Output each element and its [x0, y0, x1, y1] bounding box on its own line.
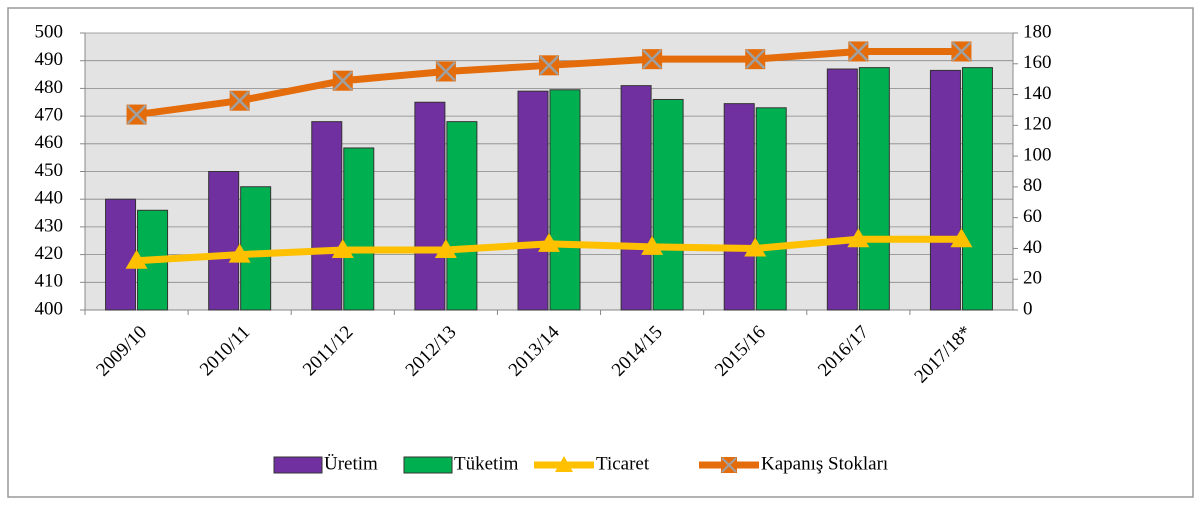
- bar: [961, 67, 993, 311]
- marker-cross: [229, 90, 250, 111]
- line-marker: [744, 237, 767, 257]
- line-marker: [539, 55, 559, 76]
- y2-tick-label: 160: [1023, 52, 1052, 73]
- marker-cross: [539, 55, 559, 76]
- bar: [311, 121, 343, 311]
- legend-label: Tüketim: [454, 453, 519, 474]
- marker-cross: [642, 49, 662, 70]
- line-marker: [538, 232, 560, 252]
- line-marker: [745, 49, 766, 70]
- legend-label: Ticaret: [596, 453, 650, 474]
- y-tick-label: 450: [35, 160, 64, 181]
- legend-item: Tüketim: [403, 453, 519, 474]
- y-tick-label: 480: [35, 77, 64, 98]
- bar: [826, 68, 858, 311]
- y2-tick-label: 40: [1023, 237, 1042, 258]
- legend-item: Ticaret: [534, 453, 650, 474]
- bar: [549, 89, 581, 311]
- line-marker: [642, 49, 663, 70]
- line-marker: [331, 238, 354, 258]
- bar: [652, 98, 684, 311]
- y2-tick-label: 0: [1023, 298, 1033, 319]
- line-marker: [126, 104, 147, 125]
- line-marker: [847, 228, 870, 248]
- y-tick-label: 500: [35, 21, 64, 42]
- line-marker: [434, 238, 457, 258]
- y-tick-label: 410: [35, 271, 64, 292]
- line-marker: [951, 41, 972, 62]
- y2-tick-label: 140: [1023, 83, 1052, 104]
- y-tick-label: 420: [35, 243, 64, 264]
- y2-tick-label: 60: [1023, 206, 1042, 227]
- y-tick-label: 430: [35, 215, 64, 236]
- marker-cross: [745, 49, 766, 70]
- y-tick-label: 400: [35, 298, 64, 319]
- legend-swatch: [273, 456, 323, 474]
- bar: [929, 69, 961, 311]
- bar: [755, 107, 787, 311]
- marker-cross: [126, 104, 147, 125]
- bar: [105, 198, 137, 311]
- y2-tick-label: 80: [1023, 175, 1042, 196]
- legend-label: Kapanış Stokları: [761, 453, 888, 474]
- bar: [414, 101, 446, 311]
- y2-tick-label: 120: [1023, 114, 1052, 135]
- legend-item: Kapanış Stokları: [699, 453, 888, 474]
- y-tick-label: 490: [35, 49, 64, 70]
- line-marker: [125, 249, 148, 269]
- y-tick-label: 440: [35, 188, 64, 209]
- y-tick-label: 460: [35, 132, 64, 153]
- bar: [858, 67, 890, 311]
- line-marker: [332, 70, 353, 91]
- marker-cross: [332, 70, 353, 91]
- marker-cross: [436, 61, 456, 82]
- bar: [240, 186, 272, 311]
- bar: [517, 90, 549, 311]
- y2-tick-label: 180: [1023, 21, 1052, 42]
- bar: [620, 85, 652, 311]
- legend-marker-cross: [721, 457, 737, 473]
- legend-marker: [555, 456, 573, 472]
- marker-cross: [848, 41, 869, 62]
- bar: [343, 147, 375, 311]
- bar: [446, 121, 478, 311]
- line-marker: [228, 243, 251, 263]
- bar: [208, 171, 240, 311]
- y-tick-label: 470: [35, 104, 64, 125]
- line-marker: [435, 61, 456, 82]
- marker-cross: [951, 41, 972, 62]
- line-marker: [848, 41, 869, 62]
- legend-swatch: [403, 456, 453, 474]
- line-marker: [641, 235, 664, 255]
- line-marker: [950, 228, 973, 248]
- line-marker: [229, 90, 250, 111]
- legend-label: Üretim: [324, 453, 378, 474]
- legend-item: Üretim: [273, 453, 378, 474]
- y2-tick-label: 20: [1023, 268, 1042, 289]
- y2-tick-label: 100: [1023, 144, 1052, 165]
- bar: [723, 103, 755, 311]
